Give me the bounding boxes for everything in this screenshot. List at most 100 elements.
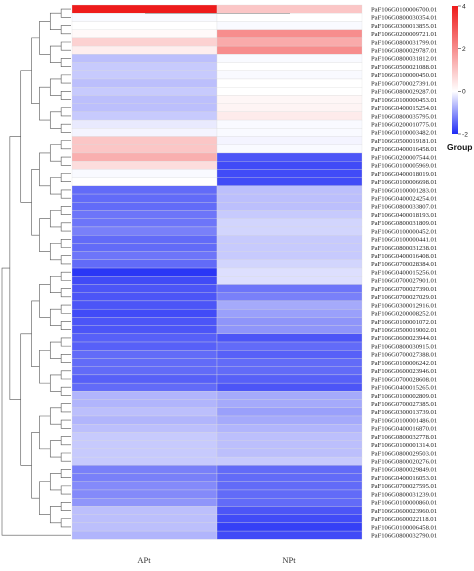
heatmap-cell (71, 498, 218, 507)
dendrogram-branch (60, 469, 71, 478)
row-label: PaF106G0100006242.01 (371, 360, 437, 367)
dendrogram-branch (31, 169, 40, 236)
row-label: PaF106G0200010775.01 (371, 121, 437, 128)
dendrogram-branch (49, 177, 62, 195)
heatmap-cell (216, 440, 363, 450)
dendrogram-branch (31, 300, 40, 367)
legend-title: Group (447, 142, 473, 152)
dendrogram-branch (49, 144, 62, 162)
dendrogram-branch (49, 440, 62, 458)
heatmap-cell (71, 391, 218, 400)
dendrogram-branch (49, 275, 62, 294)
heatmap-cell (71, 29, 218, 39)
heatmap-cell (216, 243, 363, 252)
row-label: PaF106G0800031799.01 (371, 39, 437, 46)
dendrogram-branch (39, 86, 51, 121)
heatmap-cell (71, 292, 218, 302)
row-label: PaF106G0100006700.01 (371, 6, 437, 13)
heatmap-cell (216, 119, 363, 129)
heatmap-cell (216, 152, 363, 162)
row-label: PaF106G0800031238.01 (371, 245, 437, 252)
heatmap-cell (71, 144, 218, 154)
dendrogram-branch (60, 74, 71, 84)
heatmap-cell (216, 481, 363, 491)
heatmap-cell (216, 465, 363, 474)
heatmap-cell (216, 21, 363, 30)
dendrogram-branch (60, 485, 71, 495)
dendrogram-branch (60, 91, 71, 100)
dendrogram-branch (39, 481, 51, 515)
heatmap-cell (216, 202, 363, 211)
row-label: PaF106G0700027390.01 (371, 286, 437, 293)
row-label: PaF106G0500019181.01 (371, 138, 437, 145)
heatmap-cell (71, 169, 218, 178)
heatmap-cell (71, 366, 218, 376)
heatmap-cell (71, 341, 218, 351)
heatmap-cell (71, 333, 218, 343)
heatmap-cell (71, 399, 218, 408)
dendrogram-branch (60, 123, 71, 133)
heatmap-cell (216, 358, 363, 367)
row-label: PaF106G0400016870.01 (371, 426, 437, 433)
heatmap-cell (71, 193, 218, 203)
dendrogram-branch (60, 321, 71, 330)
row-label: PaF106G0800031239.01 (371, 491, 437, 498)
heatmap-cell (216, 251, 363, 260)
heatmap-cell (71, 62, 218, 71)
heatmap-cell (71, 119, 218, 129)
heatmap-cell (216, 308, 363, 318)
dendrogram-branch (39, 152, 51, 187)
heatmap-cell (71, 432, 218, 441)
dendrogram-branch (49, 45, 62, 63)
heatmap-cell (216, 276, 363, 285)
heatmap-cell (216, 218, 363, 228)
heatmap-cell (71, 276, 218, 285)
heatmap-cell (216, 424, 363, 433)
row-label: PaF106G0800035795.01 (371, 113, 437, 120)
legend-color-bar (452, 6, 458, 134)
dendrogram-branch (60, 403, 71, 413)
heatmap-cell (216, 136, 363, 145)
heatmap-cell (71, 473, 218, 482)
row-label: PaF106G0800029503.01 (371, 450, 437, 457)
dendrogram-branch (49, 506, 62, 524)
heatmap-cell (216, 70, 363, 80)
heatmap-cell (71, 177, 218, 186)
row-label: PaF106G0800031812.01 (371, 56, 437, 63)
heatmap-cell (216, 62, 363, 71)
heatmap-cell (71, 185, 218, 195)
row-label: PaF106G0100000452.01 (371, 228, 437, 235)
heatmap-cell (216, 382, 363, 392)
heatmap-cell (216, 54, 363, 63)
color-legend: 4 2 0 -2 Group (447, 3, 473, 152)
row-label: PaF106G0800020276.01 (371, 459, 437, 466)
dendrogram-branch (31, 37, 40, 104)
heatmap-cell (216, 37, 363, 47)
heatmap-cell (71, 506, 218, 515)
row-label: PaF106G0800029787.01 (371, 48, 437, 55)
dendrogram-branch (60, 25, 71, 35)
heatmap-cell (216, 177, 363, 186)
legend-tick-label: 2 (462, 46, 466, 53)
heatmap-cell (71, 456, 218, 466)
row-label: PaF106G0100001283.01 (371, 187, 437, 194)
heatmap-cell (216, 300, 363, 310)
dendrogram-branch (39, 349, 51, 384)
heatmap-cell (71, 284, 218, 293)
row-label: PaF106G0600023960.01 (371, 508, 437, 515)
heatmap-cell (71, 251, 218, 260)
heatmap-cell (71, 407, 218, 417)
heatmap-cell (216, 473, 363, 482)
column-label-apt: APt (137, 555, 151, 565)
row-label: PaF106G0400016053.01 (371, 475, 437, 482)
row-label: PaF106G0400024254.01 (371, 195, 437, 202)
heatmap-cell (216, 456, 363, 466)
heatmap-cell (216, 185, 363, 195)
heatmap-cell (216, 29, 363, 39)
row-label: PaF106G0400018193.01 (371, 212, 437, 219)
heatmap-cell (71, 226, 218, 236)
dendrogram-branch (60, 288, 71, 298)
row-label: PaF106G0800030915.01 (371, 343, 437, 350)
dendrogram-branch (49, 12, 62, 30)
